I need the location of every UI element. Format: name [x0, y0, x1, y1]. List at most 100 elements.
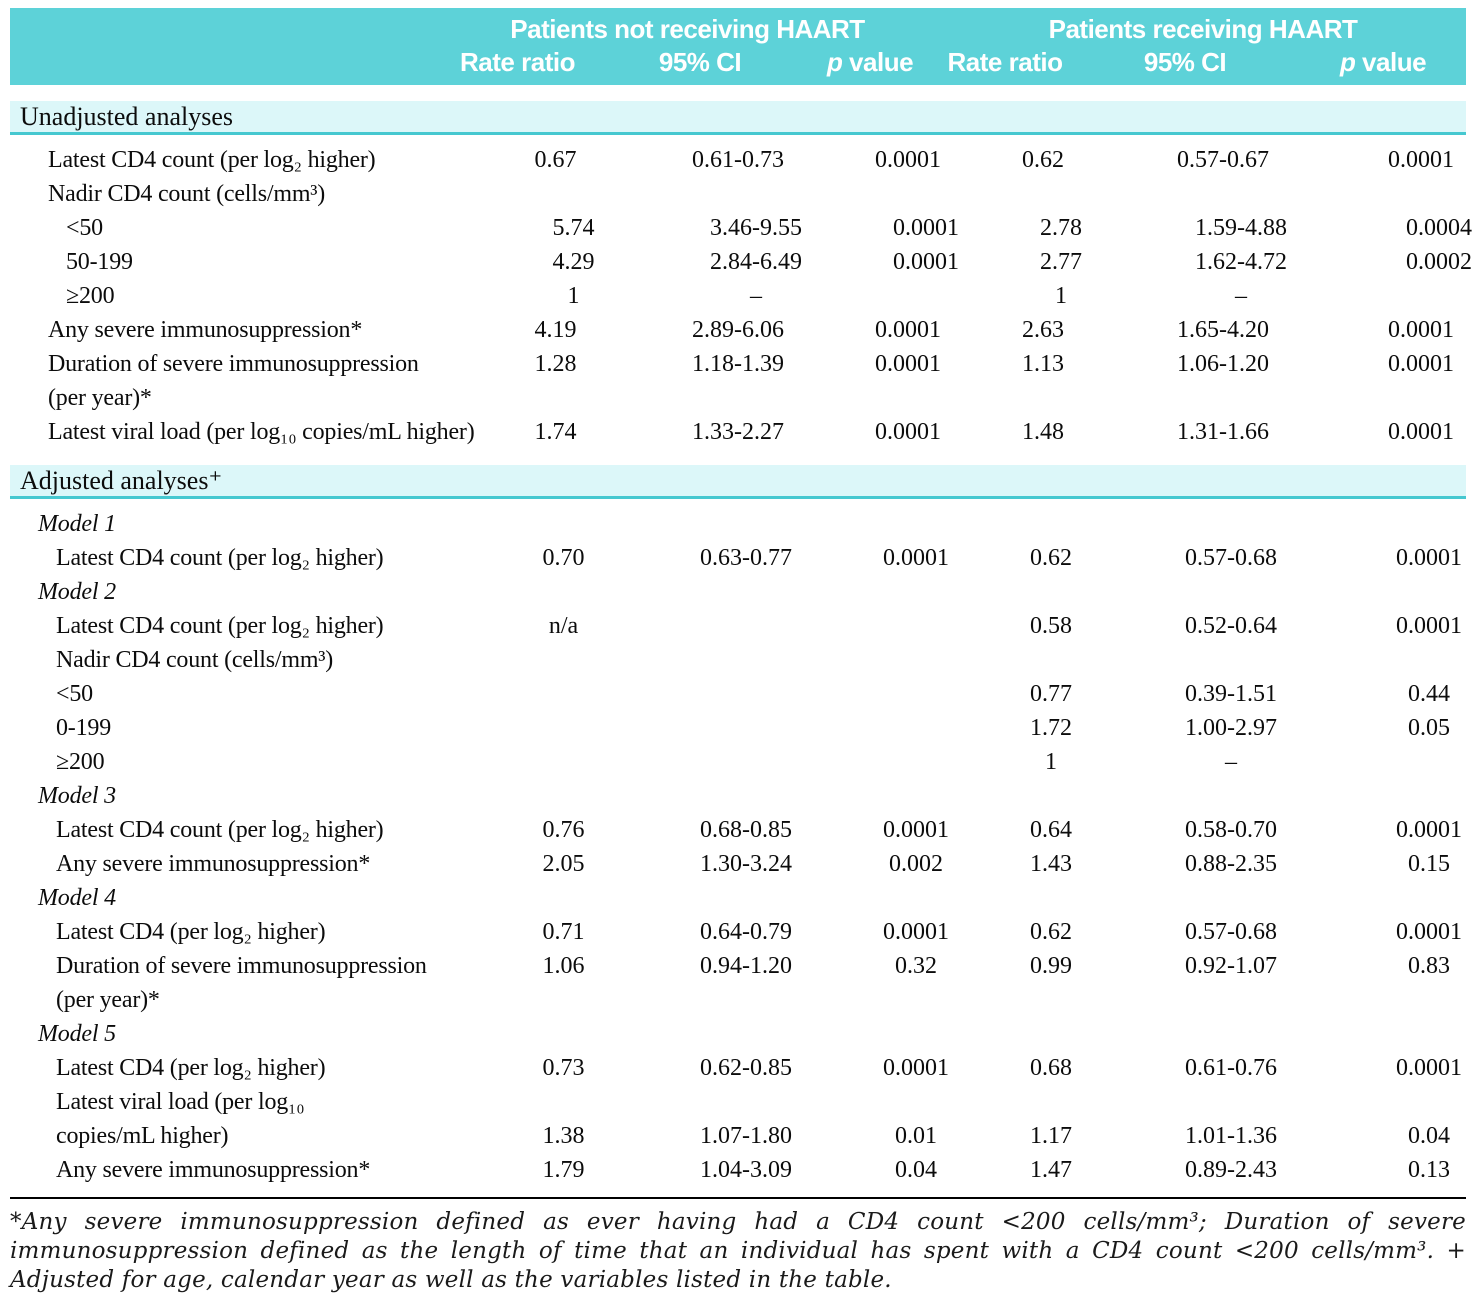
- pvalue-haart: [1346, 643, 1476, 677]
- rate-ratio-not-haart: 0.73: [542, 1055, 585, 1081]
- pvalue-not-haart: 0.0001: [875, 317, 941, 343]
- table-row: copies/mL higher) 1.38 1.07-1.80 0.01 1.…: [10, 1119, 1466, 1153]
- row-label: 0-199: [56, 715, 111, 741]
- header-spacer: [10, 45, 435, 79]
- ci-not-haart: 2.89-6.06: [692, 317, 784, 343]
- pvalue-not-haart: 0.0001: [883, 545, 949, 571]
- ci-haart: 1.06-1.20: [1177, 351, 1269, 377]
- pvalue-not-haart: [846, 643, 986, 677]
- ci-haart: [1098, 1017, 1328, 1051]
- pvalue-haart: 0.0004: [1406, 215, 1472, 241]
- row-label: Model 1: [38, 511, 116, 537]
- ci-haart: [1116, 1085, 1346, 1119]
- ci-not-haart: 1.33-2.27: [692, 419, 784, 445]
- table-row: <50 5.74 3.46-9.55 0.0001 2.78 1.59-4.88…: [10, 211, 1472, 245]
- pvalue-not-haart: 0.01: [895, 1123, 937, 1149]
- table-row: Latest viral load (per log₁₀: [10, 1085, 1466, 1119]
- table-row: ≥200 1 – 1 –: [10, 279, 1466, 313]
- group-header-receiving-haart: Patients receiving HAART: [1048, 14, 1358, 44]
- rate-ratio-haart: 1: [1045, 749, 1057, 775]
- ci-not-haart: [646, 1085, 846, 1119]
- row-label: Any severe immunosuppression*: [56, 1157, 371, 1183]
- row-label: <50: [66, 215, 103, 241]
- group-header-not-receiving-haart: Patients not receiving HAART: [510, 14, 865, 44]
- ci-haart: 1.59-4.88: [1195, 215, 1287, 241]
- pvalue-haart: [1346, 745, 1476, 779]
- ci-not-haart: [638, 177, 838, 211]
- footnote-divider: [10, 1197, 1466, 1199]
- ci-haart: –: [1225, 749, 1237, 775]
- pvalue-not-haart: [846, 677, 986, 711]
- rate-ratio-haart: [986, 1085, 1116, 1119]
- table-row: Latest CD4 (per log₂ higher) 0.73 0.62-0…: [10, 1051, 1466, 1085]
- ci-not-haart: –: [750, 283, 762, 309]
- ci-haart: 1.62-4.72: [1195, 249, 1287, 275]
- row-label: Model 3: [38, 783, 116, 809]
- ci-not-haart: 3.46-9.55: [710, 215, 802, 241]
- rate-ratio-haart: 2.78: [1040, 215, 1082, 241]
- ci-not-haart: [628, 881, 828, 915]
- row-label: Latest CD4 count (per log₂ higher): [48, 147, 376, 173]
- pvalue-haart: 0.04: [1408, 1123, 1450, 1149]
- pvalue-haart: 0.44: [1408, 681, 1450, 707]
- ci-haart: 1.31-1.66: [1177, 419, 1269, 445]
- rate-ratio-haart: 1.47: [1030, 1157, 1072, 1183]
- ci-not-haart: [628, 1017, 828, 1051]
- pvalue-not-haart: [838, 177, 978, 211]
- rate-ratio-not-haart: 1.74: [534, 419, 577, 445]
- pvalue-not-haart: [828, 881, 968, 915]
- column-header-rate-ratio-1: Rate ratio: [460, 47, 575, 77]
- rate-ratio-haart: 1.72: [1030, 715, 1072, 741]
- rate-ratio-haart: 2.63: [1022, 317, 1064, 343]
- pvalue-haart: 0.0001: [1388, 147, 1454, 173]
- pvalue-haart: [1328, 881, 1476, 915]
- row-label: Any severe immunosuppression*: [48, 317, 363, 343]
- rate-ratio-haart: [968, 575, 1098, 609]
- rate-ratio-not-haart: 5.74: [552, 215, 595, 241]
- table-row: Latest CD4 count (per log₂ higher) n/a 0…: [10, 609, 1466, 643]
- ci-haart: [1098, 779, 1328, 813]
- ci-haart: 0.57-0.68: [1185, 919, 1277, 945]
- pvalue-haart: 0.0001: [1396, 1055, 1462, 1081]
- ci-not-haart: 0.63-0.77: [700, 545, 792, 571]
- row-label: Latest CD4 count (per log₂ higher): [56, 545, 384, 571]
- column-header-ci-2: 95% CI: [1143, 47, 1227, 77]
- table-row: Duration of severe immunosuppression 1.0…: [10, 949, 1466, 983]
- ci-not-haart: [638, 381, 838, 415]
- section-header-row: Adjusted analyses⁺: [10, 465, 1466, 499]
- rate-ratio-haart: [978, 177, 1108, 211]
- ci-haart: 1.65-4.20: [1177, 317, 1269, 343]
- table-row: Nadir CD4 count (cells/mm³): [10, 643, 1466, 677]
- ci-haart: 0.58-0.70: [1185, 817, 1277, 843]
- ci-not-haart: [628, 507, 828, 541]
- ci-haart: 0.57-0.67: [1177, 147, 1269, 173]
- rate-ratio-haart: 1.13: [1022, 351, 1064, 377]
- row-label: copies/mL higher): [56, 1123, 229, 1149]
- pvalue-not-haart: [846, 1085, 986, 1119]
- rate-ratio-haart: [986, 643, 1116, 677]
- rate-ratio-not-haart: n/a: [548, 613, 579, 639]
- rate-ratio-not-haart: [481, 1085, 646, 1119]
- rate-ratio-not-haart: 1: [567, 283, 580, 309]
- row-label: Latest viral load (per log₁₀: [56, 1089, 305, 1115]
- section-title: Unadjusted analyses: [20, 102, 234, 131]
- rate-ratio-haart: 0.58: [1030, 613, 1072, 639]
- table-row: Model 4: [10, 881, 1466, 915]
- table-row: Model 1: [10, 507, 1466, 541]
- pvalue-not-haart: [846, 711, 986, 745]
- row-label: Model 5: [38, 1021, 116, 1047]
- ci-haart: [1108, 177, 1338, 211]
- table-row: Duration of severe immunosuppression 1.2…: [10, 347, 1466, 381]
- ci-haart: 0.92-1.07: [1185, 953, 1277, 979]
- rate-ratio-not-haart: [481, 983, 646, 1017]
- column-header-ci-1: 95% CI: [658, 47, 742, 77]
- row-label: 50-199: [66, 249, 133, 275]
- rate-ratio-haart: 2.77: [1040, 249, 1082, 275]
- row-label: Nadir CD4 count (cells/mm³): [56, 647, 334, 673]
- pvalue-not-haart: 0.0001: [875, 419, 941, 445]
- pvalue-not-haart: 0.0001: [883, 1055, 949, 1081]
- pvalue-not-haart: 0.04: [895, 1157, 937, 1183]
- rate-ratio-haart: 0.99: [1030, 953, 1072, 979]
- column-header-pvalue-1: p value: [826, 47, 914, 77]
- ci-haart: 1.01-1.36: [1185, 1123, 1277, 1149]
